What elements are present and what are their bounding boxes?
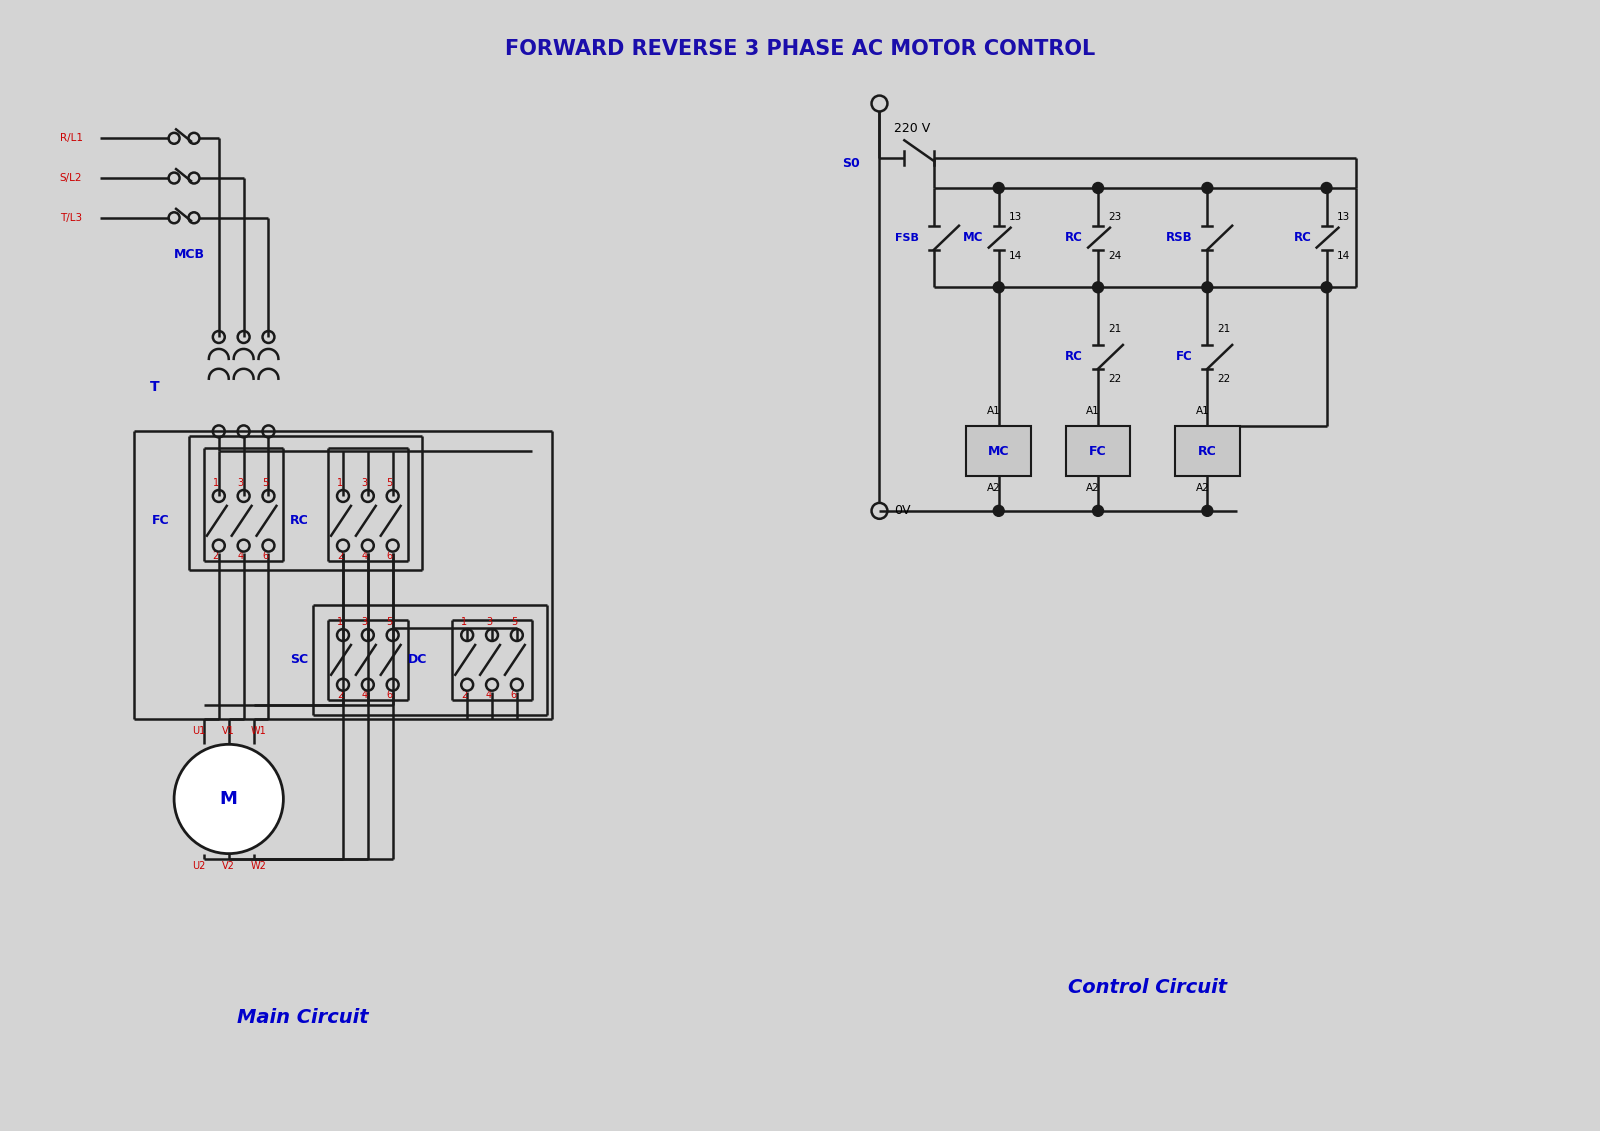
Text: A1: A1	[1086, 406, 1099, 416]
Circle shape	[1322, 282, 1333, 293]
FancyBboxPatch shape	[966, 426, 1030, 476]
Text: T/L3: T/L3	[59, 213, 82, 223]
Text: RC: RC	[1294, 231, 1312, 244]
Circle shape	[994, 506, 1005, 517]
Text: 21: 21	[1218, 323, 1230, 334]
Text: RSB: RSB	[1166, 231, 1192, 244]
Text: 14: 14	[1008, 251, 1022, 261]
FancyBboxPatch shape	[1174, 426, 1240, 476]
Text: Control Circuit: Control Circuit	[1069, 978, 1227, 998]
Text: 6: 6	[510, 690, 517, 700]
Text: 2: 2	[338, 690, 342, 700]
Text: 4: 4	[362, 690, 368, 700]
Text: 4: 4	[237, 551, 243, 561]
Text: FC: FC	[152, 515, 170, 527]
Text: 3: 3	[362, 478, 368, 487]
Text: 24: 24	[1107, 251, 1122, 261]
Text: U1: U1	[192, 726, 205, 736]
Text: 5: 5	[510, 618, 517, 627]
Text: 2: 2	[338, 551, 342, 561]
Text: DC: DC	[408, 654, 427, 666]
FancyBboxPatch shape	[1066, 426, 1130, 476]
Text: A2: A2	[987, 483, 1000, 493]
Text: 6: 6	[387, 690, 392, 700]
Text: 22: 22	[1218, 373, 1230, 383]
Text: RC: RC	[1198, 444, 1216, 458]
Text: SC: SC	[290, 654, 309, 666]
Text: RC: RC	[1066, 231, 1083, 244]
Text: S/L2: S/L2	[59, 173, 82, 183]
Circle shape	[1093, 506, 1104, 517]
Text: 13: 13	[1336, 211, 1350, 222]
Text: 14: 14	[1336, 251, 1350, 261]
Text: S0: S0	[842, 156, 859, 170]
Text: 2: 2	[213, 551, 219, 561]
Text: 23: 23	[1107, 211, 1122, 222]
Text: 3: 3	[237, 478, 243, 487]
Text: 1: 1	[338, 618, 342, 627]
Circle shape	[1093, 182, 1104, 193]
Text: 21: 21	[1107, 323, 1122, 334]
Text: FC: FC	[1176, 351, 1192, 363]
Text: 220 V: 220 V	[894, 122, 931, 135]
Text: 1: 1	[461, 618, 467, 627]
Text: V2: V2	[222, 861, 235, 871]
Text: 3: 3	[362, 618, 368, 627]
Circle shape	[1322, 182, 1333, 193]
Text: W2: W2	[251, 861, 267, 871]
Text: RC: RC	[1066, 351, 1083, 363]
Text: Main Circuit: Main Circuit	[237, 1008, 370, 1027]
Text: 5: 5	[387, 478, 394, 487]
Text: FSB: FSB	[896, 233, 920, 243]
Text: FORWARD REVERSE 3 PHASE AC MOTOR CONTROL: FORWARD REVERSE 3 PHASE AC MOTOR CONTROL	[506, 38, 1094, 59]
Text: MC: MC	[963, 231, 984, 244]
Text: 1: 1	[213, 478, 219, 487]
Text: 5: 5	[387, 618, 394, 627]
Text: M: M	[219, 789, 238, 808]
Text: 22: 22	[1107, 373, 1122, 383]
Circle shape	[1202, 182, 1213, 193]
Text: V1: V1	[222, 726, 235, 736]
Text: W1: W1	[251, 726, 267, 736]
Text: U2: U2	[192, 861, 206, 871]
Text: 1: 1	[338, 478, 342, 487]
Circle shape	[994, 282, 1005, 293]
Circle shape	[1093, 282, 1104, 293]
Text: 6: 6	[387, 551, 392, 561]
Circle shape	[1202, 282, 1213, 293]
Text: 13: 13	[1008, 211, 1022, 222]
Text: 4: 4	[362, 551, 368, 561]
Text: 0V: 0V	[894, 504, 910, 517]
Text: A2: A2	[1195, 483, 1210, 493]
Text: 4: 4	[486, 690, 493, 700]
Text: MCB: MCB	[173, 248, 205, 260]
Text: MC: MC	[987, 444, 1010, 458]
Text: 6: 6	[262, 551, 269, 561]
Text: RC: RC	[290, 515, 309, 527]
Text: T: T	[149, 380, 158, 394]
Circle shape	[994, 182, 1005, 193]
Text: 2: 2	[461, 690, 467, 700]
Text: A1: A1	[987, 406, 1000, 416]
Text: FC: FC	[1090, 444, 1107, 458]
Text: R/L1: R/L1	[59, 133, 83, 144]
Text: 5: 5	[262, 478, 269, 487]
Circle shape	[1202, 506, 1213, 517]
Circle shape	[174, 744, 283, 854]
Text: A1: A1	[1195, 406, 1210, 416]
Text: A2: A2	[1086, 483, 1099, 493]
Text: 3: 3	[486, 618, 493, 627]
